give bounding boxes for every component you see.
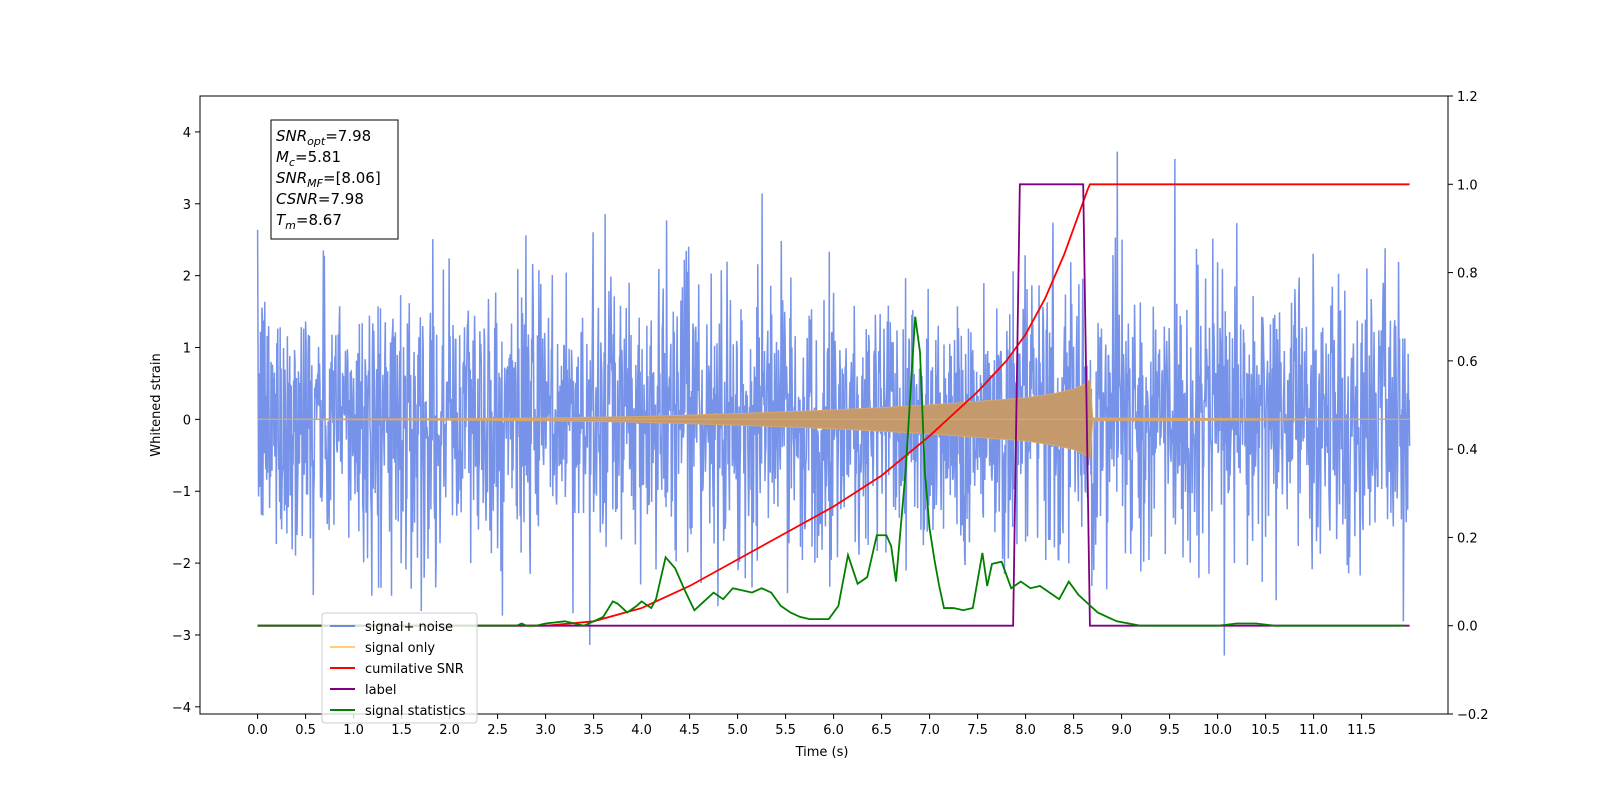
legend-entry-label: signal+ noise <box>365 620 453 635</box>
y-axis-label: Whitened strain <box>149 353 164 456</box>
x-tick-label: 2.0 <box>439 723 460 738</box>
y-left-tick-label: 4 <box>183 126 191 141</box>
series-signal-noise <box>256 151 1411 656</box>
x-tick-label: 0.0 <box>247 723 268 738</box>
x-tick-label: 2.5 <box>487 723 508 738</box>
info-line: SNRopt=7.98 <box>276 127 371 148</box>
x-tick-label: 8.0 <box>1015 723 1036 738</box>
x-tick-label: 3.5 <box>583 723 604 738</box>
info-line: CSNR=7.98 <box>276 190 364 208</box>
x-tick-label: 9.5 <box>1159 723 1180 738</box>
info-line: SNRMF=[8.06] <box>276 169 381 190</box>
info-line: Tm=8.67 <box>276 211 342 232</box>
legend-entry-label: signal only <box>365 641 435 656</box>
legend-entry-label: label <box>365 683 396 698</box>
x-tick-label: 4.0 <box>631 723 652 738</box>
info-line: Mc=5.81 <box>276 148 341 169</box>
series-cumilative-snr <box>257 183 1410 627</box>
x-tick-label: 11.5 <box>1347 723 1376 738</box>
x-tick-label: 1.0 <box>343 723 364 738</box>
y-left-tick-label: −3 <box>172 629 191 644</box>
series-signal-statistics <box>257 316 1405 627</box>
plot-area <box>256 151 1411 656</box>
y-left-tick-label: 2 <box>183 270 191 285</box>
x-tick-label: 7.0 <box>919 723 940 738</box>
x-tick-label: 9.0 <box>1111 723 1132 738</box>
x-tick-label: 3.0 <box>535 723 556 738</box>
x-tick-label: 5.5 <box>775 723 796 738</box>
legend-entry-label: signal statistics <box>365 704 466 719</box>
x-axis: 0.0 0.5 1.0 1.5 2.0 2.5 3.0 3.5 4.0 4.5 5.0 5.5 6.0 6… <box>247 714 1376 738</box>
x-tick-label: 5.0 <box>727 723 748 738</box>
info-box-frame <box>270 119 399 240</box>
y-left-tick-label: −2 <box>172 557 191 572</box>
x-tick-label: 8.5 <box>1063 723 1084 738</box>
y-right-tick-label: 0.2 <box>1457 531 1478 546</box>
x-tick-label: 11.0 <box>1299 723 1328 738</box>
x-tick-label: 10.5 <box>1251 723 1280 738</box>
y-axis-right: −0.2 0.0 0.2 0.4 0.6 0.8 1.0 1.2 <box>1448 90 1489 723</box>
y-left-tick-label: −4 <box>172 701 191 716</box>
y-left-tick-label: 0 <box>183 413 191 428</box>
y-right-tick-label: 0.0 <box>1457 620 1478 635</box>
x-tick-label: 1.5 <box>391 723 412 738</box>
y-right-tick-label: 0.4 <box>1457 443 1478 458</box>
x-tick-label: 7.5 <box>967 723 988 738</box>
x-axis-label: Time (s) <box>795 745 849 760</box>
legend-frame <box>321 612 478 724</box>
y-left-tick-label: −1 <box>172 485 191 500</box>
y-right-tick-label: −0.2 <box>1457 708 1489 723</box>
y-right-tick-label: 1.2 <box>1457 90 1478 105</box>
legend: signal+ noise signal only cumilative SNR la… <box>321 612 478 724</box>
x-tick-label: 6.5 <box>871 723 892 738</box>
y-left-tick-label: 1 <box>183 342 191 357</box>
plot-frame <box>199 95 1449 715</box>
x-tick-label: 0.5 <box>295 723 316 738</box>
y-axis-left: −4 −3 −2 −1 0 1 2 3 4 <box>172 126 200 716</box>
legend-entry-label: cumilative SNR <box>365 662 464 677</box>
x-tick-label: 4.5 <box>679 723 700 738</box>
y-left-tick-label: 3 <box>183 198 191 213</box>
y-right-tick-label: 0.6 <box>1457 355 1478 370</box>
y-right-tick-label: 0.8 <box>1457 267 1478 282</box>
x-tick-label: 6.0 <box>823 723 844 738</box>
y-right-tick-label: 1.0 <box>1457 178 1478 193</box>
x-tick-label: 10.0 <box>1203 723 1232 738</box>
